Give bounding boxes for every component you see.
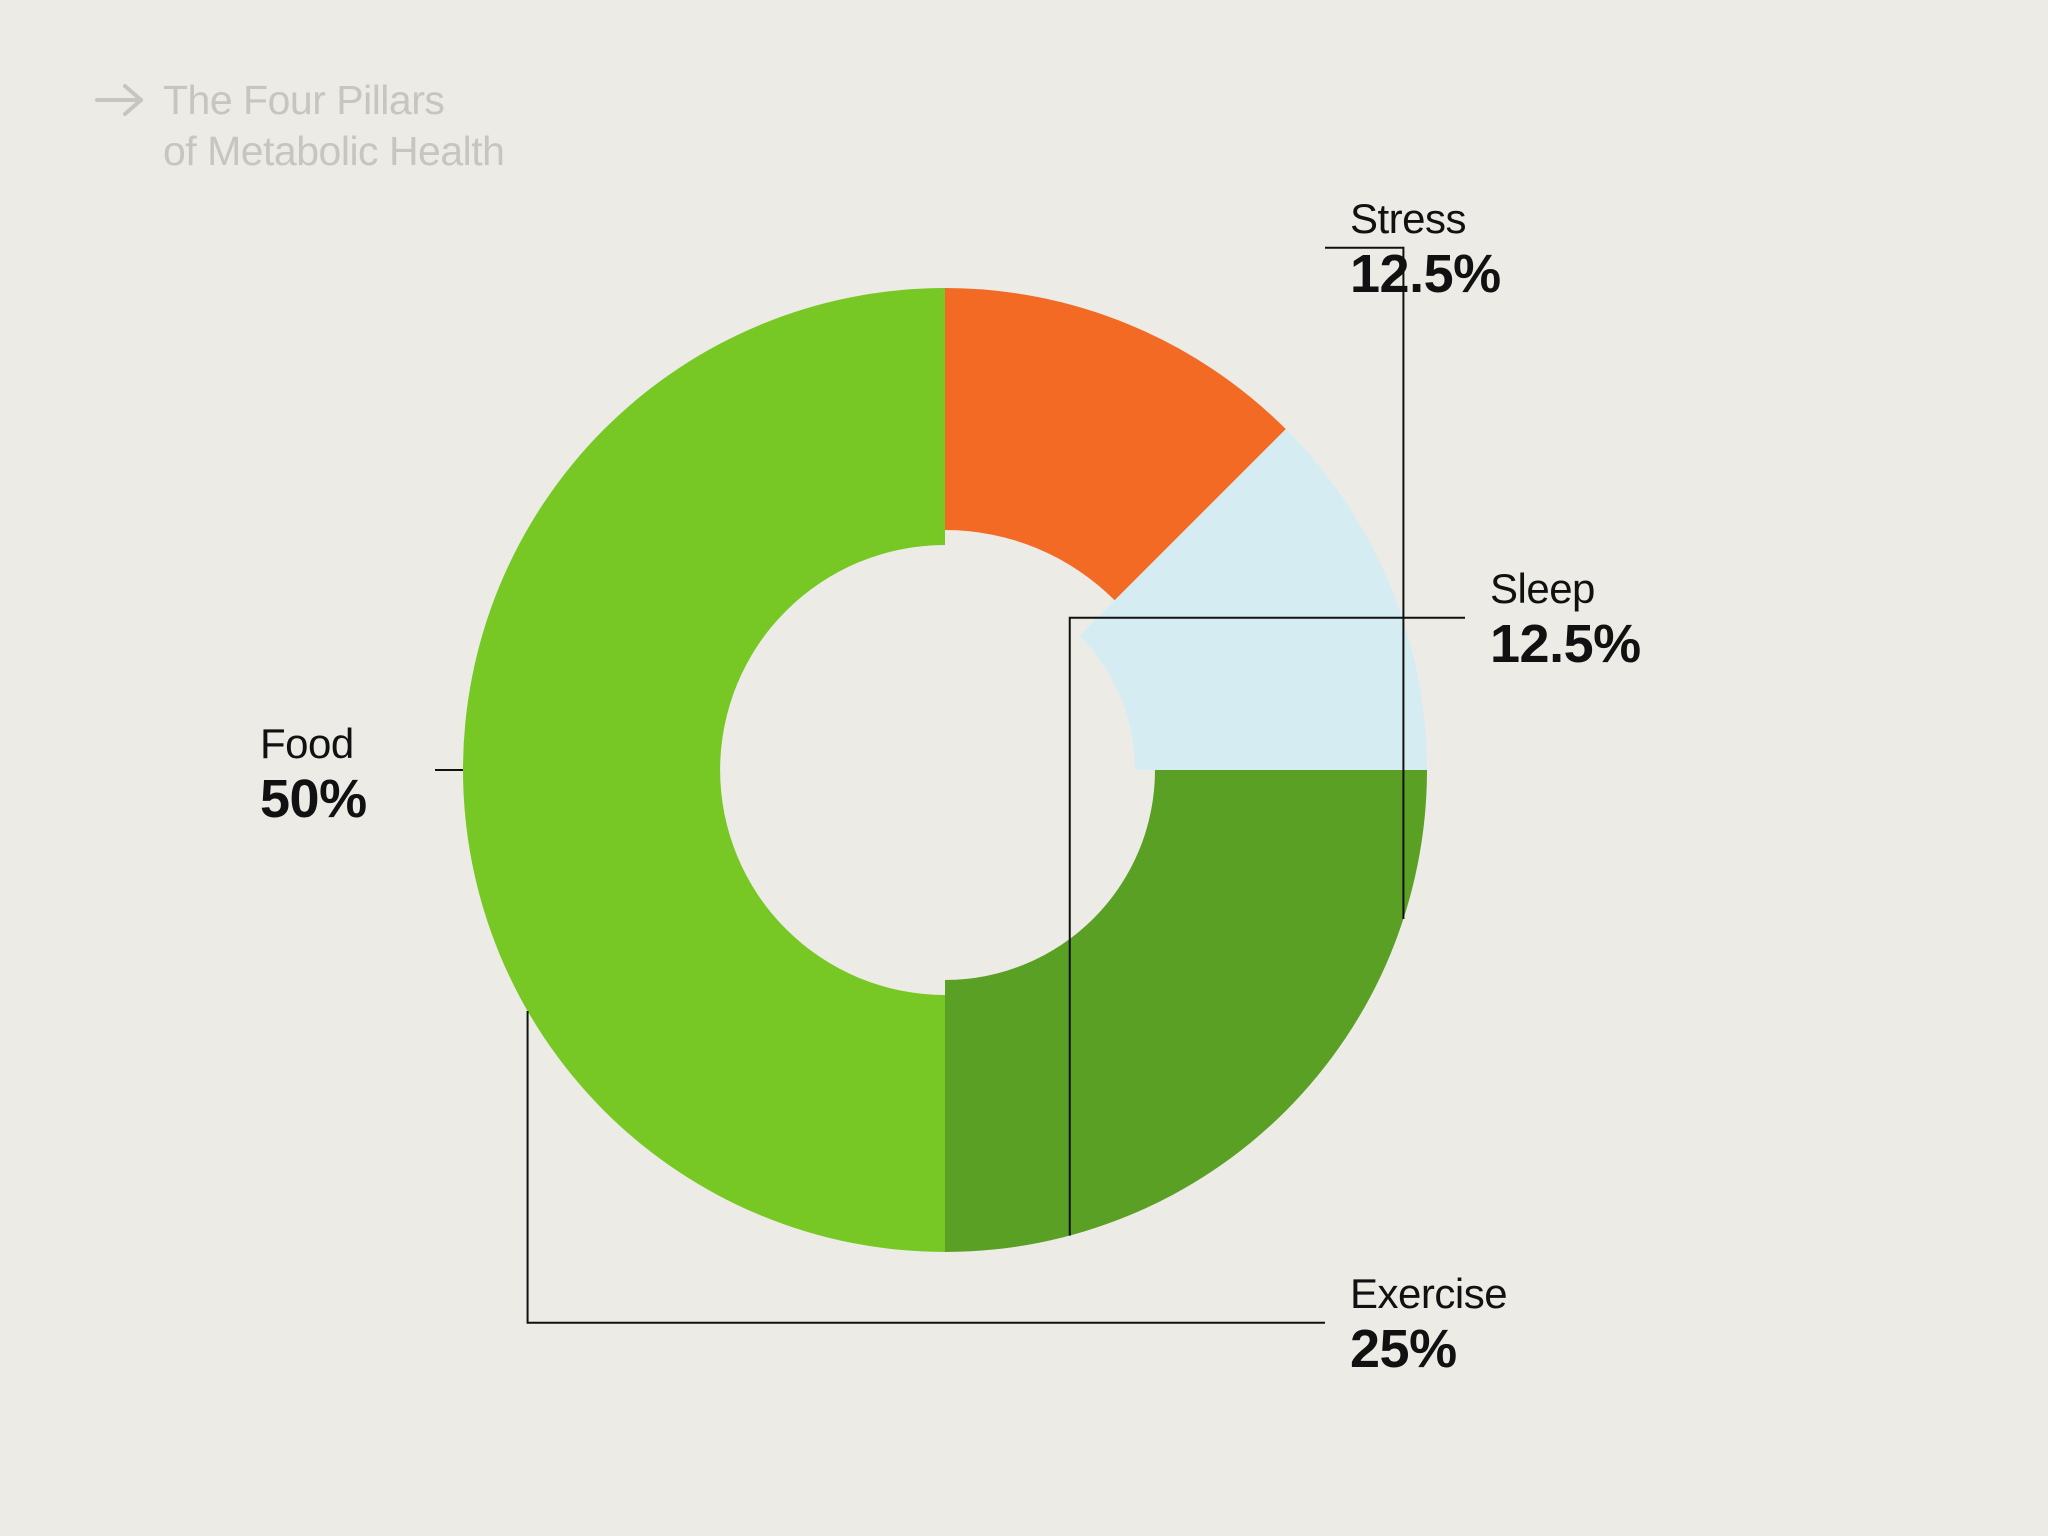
- label-food: Food50%: [260, 720, 367, 830]
- label-name-food: Food: [260, 720, 367, 768]
- label-name-stress: Stress: [1350, 195, 1501, 243]
- label-sleep: Sleep12.5%: [1490, 565, 1641, 675]
- label-exercise: Exercise25%: [1350, 1270, 1507, 1380]
- slice-food: [463, 288, 945, 1252]
- label-name-exercise: Exercise: [1350, 1270, 1507, 1318]
- label-stress: Stress12.5%: [1350, 195, 1501, 305]
- label-value-exercise: 25%: [1350, 1318, 1507, 1380]
- label-name-sleep: Sleep: [1490, 565, 1641, 613]
- label-value-food: 50%: [260, 768, 367, 830]
- infographic-canvas: The Four Pillars of Metabolic Health Str…: [0, 0, 2048, 1536]
- label-value-sleep: 12.5%: [1490, 613, 1641, 675]
- slice-exercise: [945, 770, 1427, 1252]
- label-value-stress: 12.5%: [1350, 243, 1501, 305]
